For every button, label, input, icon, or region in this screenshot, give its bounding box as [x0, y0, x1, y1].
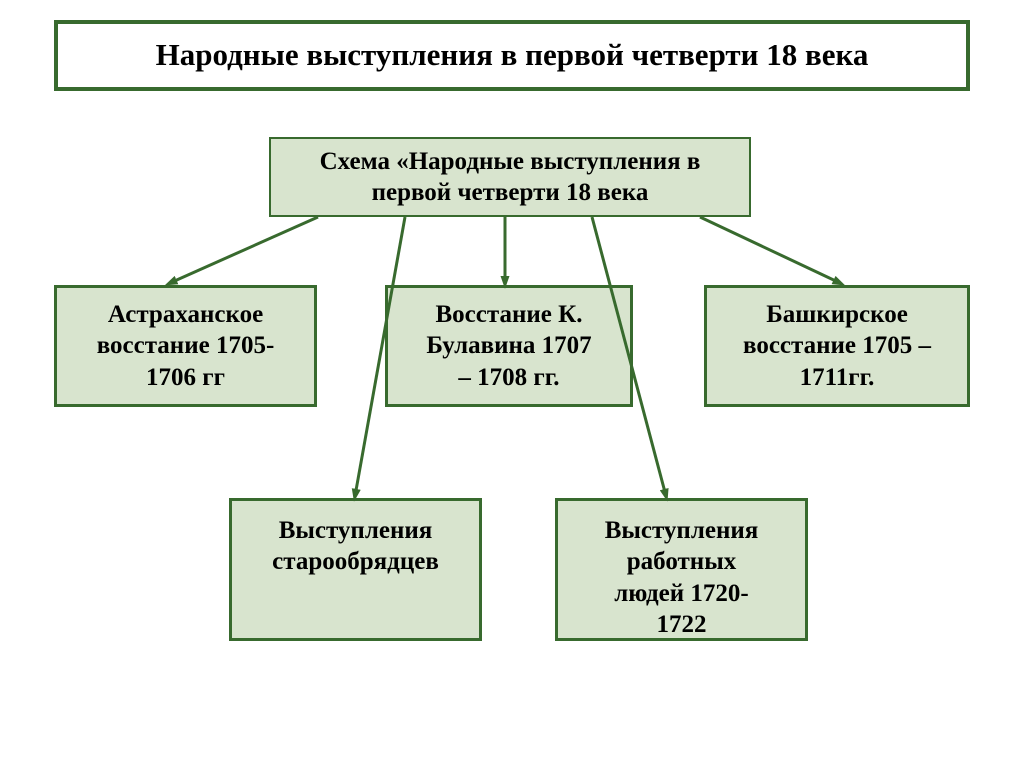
page-title-text: Народные выступления в первой четверти 1…	[156, 36, 869, 75]
node-astrakhan: Астраханское восстание 1705- 1706 гг	[54, 285, 317, 407]
node-bulavin: Восстание К. Булавина 1707 – 1708 гг.	[385, 285, 633, 407]
node-oldbelievers: Выступления старообрядцев	[229, 498, 482, 641]
diagram-root-text: Схема «Народные выступления в первой чет…	[320, 146, 701, 209]
node-bashkir: Башкирское восстание 1705 – 1711гг.	[704, 285, 970, 407]
node-workers: Выступления работных людей 1720- 1722	[555, 498, 808, 641]
page-title: Народные выступления в первой четверти 1…	[54, 20, 970, 91]
diagram-root-node: Схема «Народные выступления в первой чет…	[269, 137, 751, 217]
